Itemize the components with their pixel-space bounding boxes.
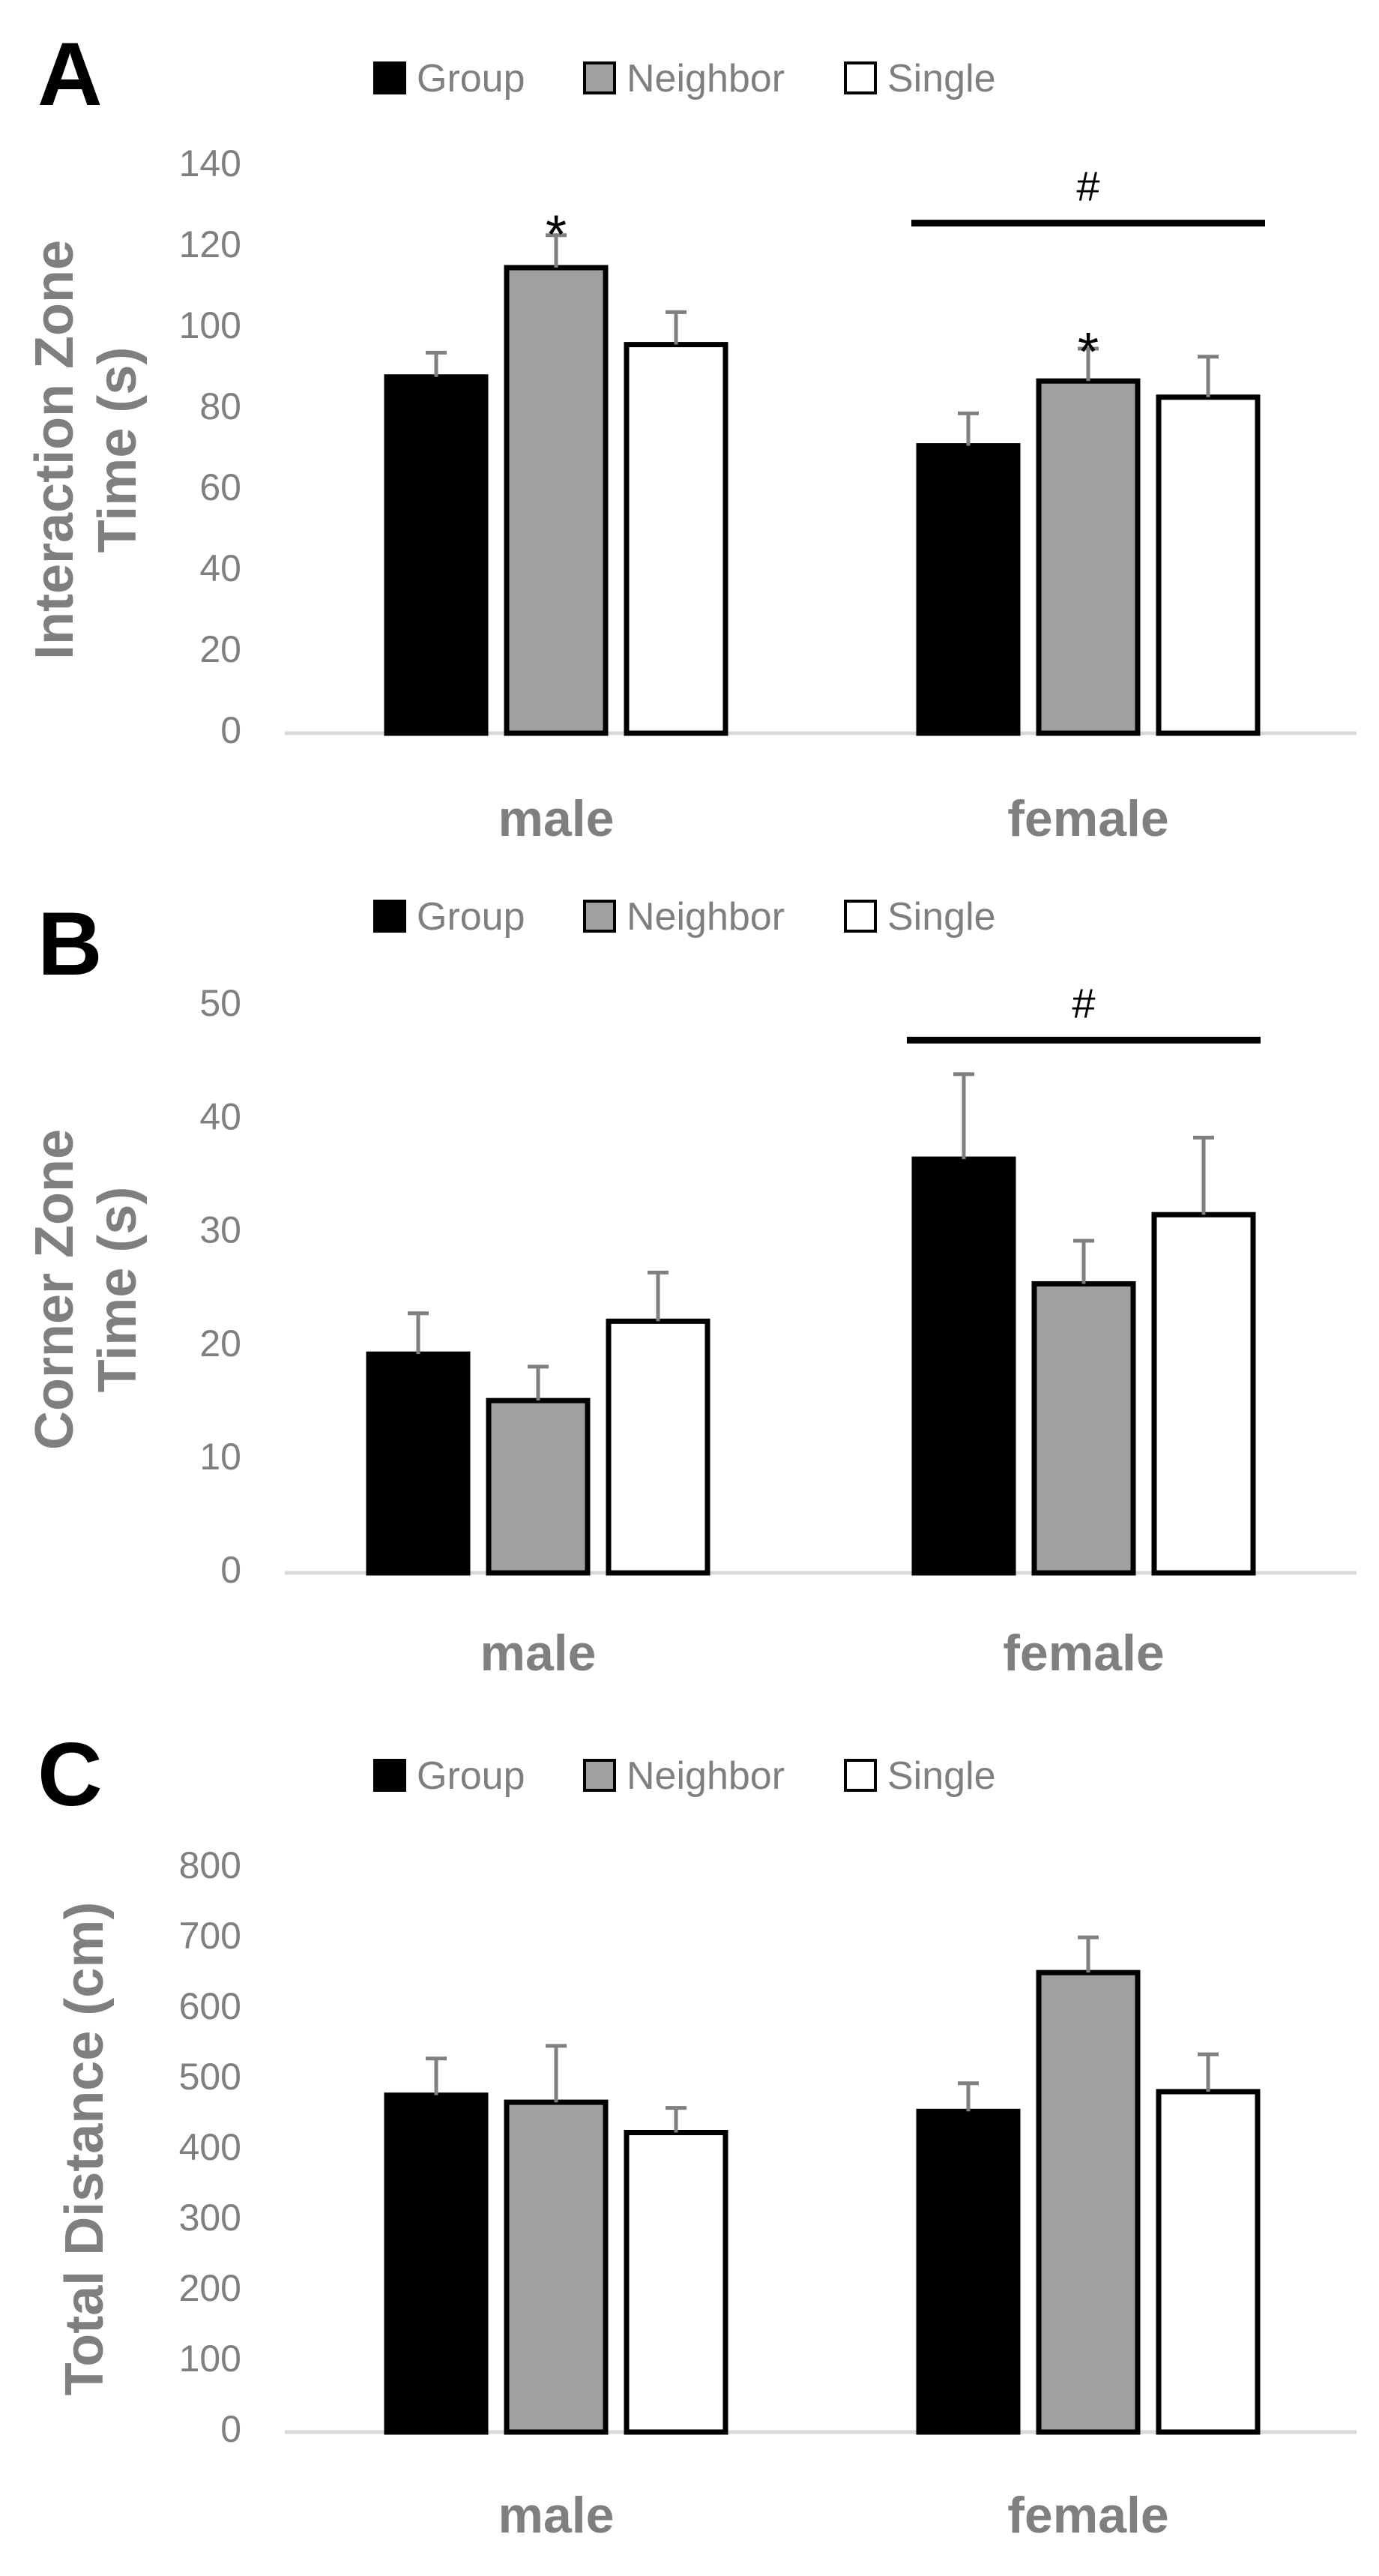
panel-letter: B — [37, 894, 103, 994]
chart-panel-b: B Group Neighbor Single Corner Zone Time (s) 0… — [25, 894, 1357, 1682]
bar-group-male — [384, 2092, 489, 2435]
bar-single-male — [606, 1318, 710, 1576]
bar-group-female — [916, 443, 1021, 736]
bar-neighbor-male — [486, 1397, 591, 1576]
y-tick-label: 80 — [199, 385, 241, 427]
bar-single-female — [1151, 1212, 1256, 1576]
legend-swatch-neighbor — [583, 1759, 616, 1792]
y-tick-label: 500 — [179, 2056, 241, 2098]
legend-swatch-group — [373, 1759, 406, 1792]
legend-label-single: Single — [887, 57, 996, 100]
category-label-female: female — [1007, 2487, 1168, 2544]
legend-swatch-single — [844, 900, 877, 933]
y-tick-label: 700 — [179, 1915, 241, 1957]
y-tick-label: 10 — [199, 1436, 241, 1478]
y-tick-label: 20 — [199, 628, 241, 670]
legend-label-single: Single — [887, 1754, 996, 1798]
y-tick-label: 0 — [220, 1549, 241, 1591]
bar-group-male — [384, 374, 489, 736]
y-tick-label: 20 — [199, 1322, 241, 1364]
y-tick-label: 50 — [199, 982, 241, 1024]
legend-swatch-neighbor — [583, 61, 616, 94]
bar-neighbor-female — [1036, 378, 1141, 736]
legend-label-neighbor: Neighbor — [627, 895, 785, 939]
y-tick-label: 100 — [179, 304, 241, 346]
legend-swatch-single — [844, 1759, 877, 1792]
bar-group-male — [366, 1351, 471, 1576]
category-label-female: female — [1003, 1625, 1164, 1682]
category-label-male: male — [498, 2487, 615, 2544]
y-tick-label: 0 — [220, 2408, 241, 2450]
chart-panel-a: A Group Neighbor Single Interaction Zone Time… — [25, 24, 1357, 847]
legend-swatch-single — [844, 61, 877, 94]
bar-single-male — [624, 2130, 728, 2435]
significance-hash: # — [1072, 979, 1095, 1026]
y-tick-label: 600 — [179, 1985, 241, 2027]
y-tick-label: 60 — [199, 466, 241, 508]
legend-label-single: Single — [887, 895, 996, 939]
legend-swatch-group — [373, 61, 406, 94]
significance-asterisk: * — [1078, 322, 1099, 382]
y-tick-label: 0 — [220, 709, 241, 751]
y-axis-title-line: Total Distance (cm) — [55, 1902, 115, 2396]
bar-group-female — [916, 2108, 1021, 2435]
legend-label-neighbor: Neighbor — [627, 57, 785, 100]
y-tick-label: 100 — [179, 2338, 241, 2380]
y-tick-label: 400 — [179, 2126, 241, 2168]
y-tick-label: 30 — [199, 1209, 241, 1251]
category-label-female: female — [1007, 790, 1168, 847]
significance-hash: # — [1076, 163, 1099, 210]
panel-letter: A — [37, 24, 103, 124]
y-tick-label: 300 — [179, 2197, 241, 2239]
y-axis-title-line: Time (s) — [88, 1187, 148, 1393]
category-label-male: male — [480, 1625, 597, 1682]
bar-single-female — [1156, 394, 1261, 736]
y-tick-label: 140 — [179, 142, 241, 184]
bar-single-male — [624, 342, 728, 736]
y-axis-title-line: Interaction Zone — [25, 240, 85, 660]
legend-label-neighbor: Neighbor — [627, 1754, 785, 1798]
legend-label-group: Group — [417, 895, 525, 939]
y-axis-title-line: Corner Zone — [25, 1129, 85, 1450]
y-tick-label: 200 — [179, 2267, 241, 2309]
significance-asterisk: * — [546, 205, 567, 265]
bar-group-female — [911, 1156, 1016, 1576]
y-tick-label: 40 — [199, 547, 241, 589]
y-axis-title-line: Time (s) — [88, 347, 148, 553]
legend-swatch-neighbor — [583, 900, 616, 933]
legend-label-group: Group — [417, 1754, 525, 1798]
panel-letter: C — [37, 1724, 103, 1825]
chart-panel-c: C Group Neighbor Single Total Distance (cm) 0… — [37, 1724, 1357, 2544]
y-tick-label: 40 — [199, 1095, 241, 1137]
bar-neighbor-female — [1031, 1281, 1136, 1576]
y-tick-label: 120 — [179, 223, 241, 265]
y-tick-label: 800 — [179, 1844, 241, 1886]
category-label-male: male — [498, 790, 615, 847]
legend-label-group: Group — [417, 57, 525, 100]
bar-single-female — [1156, 2089, 1261, 2435]
legend-swatch-group — [373, 900, 406, 933]
bar-neighbor-male — [504, 265, 609, 736]
bar-neighbor-female — [1036, 1969, 1141, 2435]
bar-neighbor-male — [504, 2099, 609, 2435]
